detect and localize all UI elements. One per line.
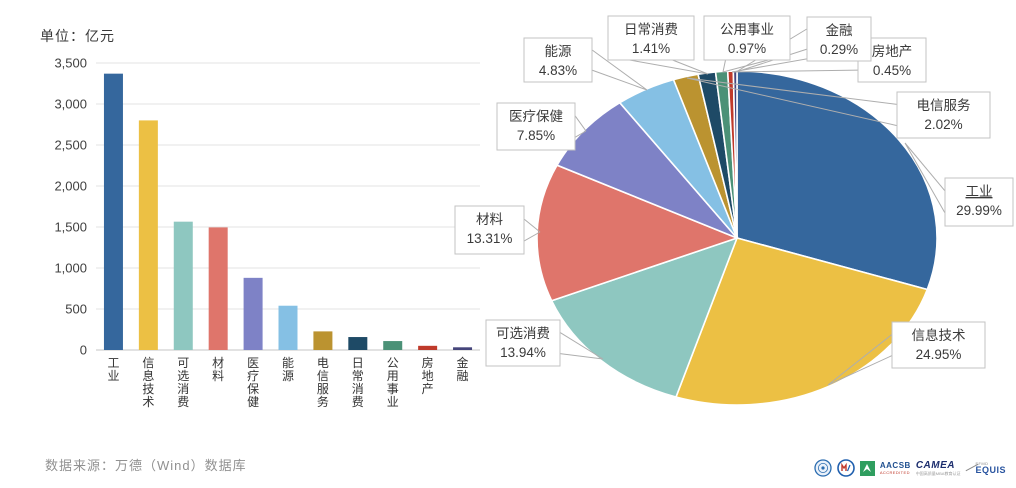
bar-公用事业 [383,341,403,350]
y-tick-label: 1,000 [54,261,87,276]
callout-label: 房地产 [872,44,913,59]
camea-logo-text: CAMEA [915,459,955,471]
callout-label: 信息技术 [912,327,966,343]
callout-percent: 4.83% [539,63,577,78]
x-category-label: 工业 [107,356,119,383]
bar-信息技术 [138,120,158,351]
x-category-label: 公用事业 [387,356,399,409]
callout-label: 工业 [966,184,993,199]
callout-percent: 0.97% [728,41,766,56]
callout-label: 医疗保健 [509,109,563,124]
school-seal-icon [837,459,855,477]
callout-box-材料 [454,205,525,255]
bar-材料 [208,227,228,350]
callout-label: 公用事业 [720,22,774,37]
y-tick-label: 2,000 [54,179,87,194]
x-category-label: 日常消费 [352,356,364,409]
callout-percent: 0.45% [873,63,911,78]
callout-label: 能源 [545,44,573,59]
x-category-label: 房地产 [422,355,434,396]
pie-slice-信息技术 [674,237,929,406]
callout-percent: 2.02% [924,117,962,132]
green-badge-icon [859,460,875,476]
y-tick-label: 2,500 [54,138,87,153]
callout-percent: 13.31% [467,231,513,246]
callout-label: 电信服务 [917,98,971,113]
callout-percent: 0.29% [820,42,858,57]
bar-工业 [103,73,123,350]
bar-可选消费 [173,221,193,350]
pie-chart: 工业 29.99% 信息技术 24.95% 可选消费 13.94% 材料 13.31% 医疗保健… [454,15,1014,406]
x-category-label: 电信服务 [317,356,329,409]
y-tick-label: 3,500 [54,56,87,71]
callout-leader-日常消费 [629,59,709,75]
callout-percent: 7.85% [517,128,555,143]
callout-leader-工业 [904,142,946,214]
callout-label: 日常消费 [624,22,678,37]
y-tick-label: 1,500 [54,220,87,235]
y-tick-label: 3,000 [54,97,87,112]
accreditation-logos: AACSB ACCREDITED CAMEA 中国高质量MBA教育认证 EFMD… [814,456,1006,480]
callout-leader-电信服务 [686,77,898,127]
bar-chart: 0 500 1,000 1,500 2,000 2,500 3,000 3,500 工业 信息技术… [54,56,480,409]
callout-leader-能源 [591,49,648,91]
camea-logo-subtext: 中国高质量MBA教育认证 [915,470,961,476]
pie-slice-工业 [736,70,938,291]
bar-金融 [453,347,473,350]
x-category-label: 信息技术 [142,356,154,409]
callout-box-公用事业 [703,15,791,61]
pie-slice-医疗保健 [555,101,738,239]
bar-日常消费 [348,337,368,350]
aacsb-logo: AACSB ACCREDITED [879,460,911,475]
pie-slice-材料 [536,164,740,302]
callout-box-医疗保健 [496,102,576,151]
callout-box-信息技术 [891,321,986,369]
callout-percent: 24.95% [916,347,962,362]
y-tick-label: 500 [65,302,87,317]
callout-box-可选消费 [485,319,561,367]
x-category-label: 可选消费 [177,356,189,409]
x-category-label: 材料 [212,356,224,383]
callout-leader-可选消费 [559,331,604,360]
data-source-note: 数据来源：万德（Wind）数据库 [45,458,247,473]
callout-box-日常消费 [607,15,695,61]
callout-label: 金融 [826,23,854,38]
university-seal-icon [814,459,832,477]
bar-电信服务 [313,331,333,350]
aacsb-logo-text: AACSB [879,460,911,470]
callout-leader-材料 [523,218,541,242]
x-category-label: 医疗保健 [247,356,259,409]
equis-logo-text: EQUIS [975,464,1006,475]
callout-leader-信息技术 [827,334,893,386]
x-category-label: 能源 [282,356,294,383]
callout-box-能源 [523,37,593,83]
callout-percent: 29.99% [956,203,1002,218]
callout-label: 材料 [476,212,503,227]
efmd-logo-text: EFMD [975,460,989,466]
callout-box-工业 [944,177,1014,227]
callout-box-电信服务 [896,91,991,139]
callout-box-金融 [806,16,872,62]
bar-chart-unit-label: 单位：亿元 [40,28,115,44]
x-category-label: 金融 [457,355,469,383]
callout-percent: 13.94% [500,345,546,360]
callout-leader-医疗保健 [574,115,587,138]
equis-logo: EFMD EQUIS [965,460,1006,475]
pie-slice-可选消费 [550,236,739,398]
camea-logo: CAMEA 中国高质量MBA教育认证 [915,459,961,476]
bar-医疗保健 [243,277,263,350]
y-tick-label: 0 [80,343,87,358]
bar-房地产 [418,345,438,350]
aacsb-logo-subtext: ACCREDITED [879,469,910,475]
callout-percent: 1.41% [632,41,670,56]
callout-label: 可选消费 [496,326,550,341]
bar-能源 [278,305,298,350]
